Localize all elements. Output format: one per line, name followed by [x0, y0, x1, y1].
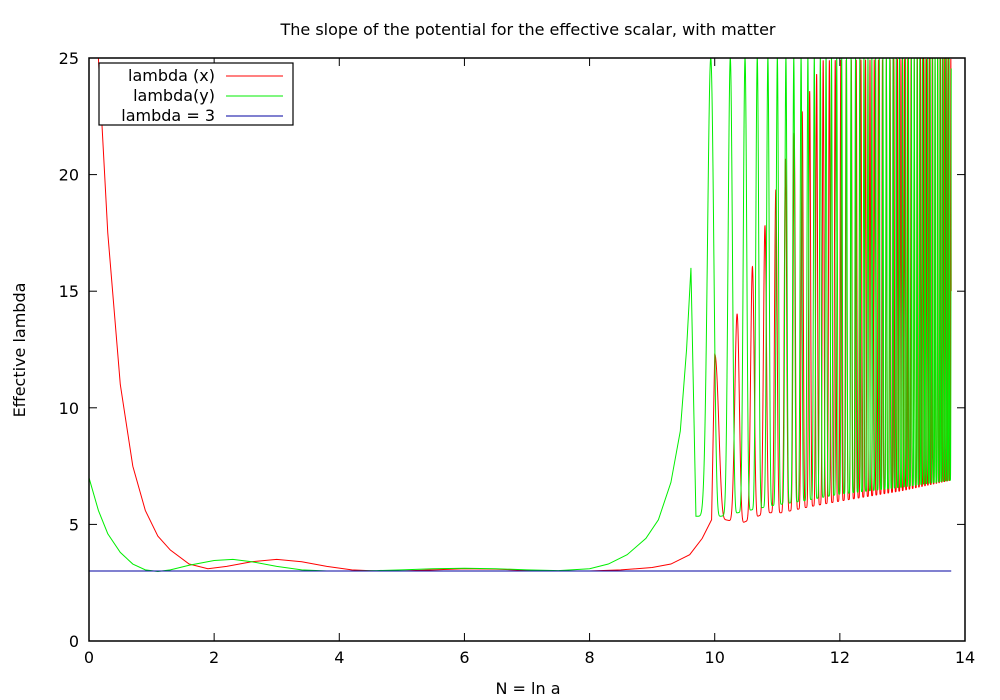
- y-tick-label: 15: [59, 282, 79, 301]
- legend: lambda (x)lambda(y)lambda = 3: [98, 62, 294, 126]
- plot-area: [89, 58, 952, 573]
- x-tick-label: 4: [334, 648, 344, 667]
- y-tick-label: 10: [59, 399, 79, 418]
- y-axis-label: Effective lambda: [10, 283, 29, 418]
- x-tick-label: 10: [705, 648, 725, 667]
- chart-title: The slope of the potential for the effec…: [280, 20, 776, 39]
- y-tick-label: 25: [59, 49, 79, 68]
- y-tick-label: 0: [69, 632, 79, 651]
- legend-label: lambda(y): [133, 86, 215, 105]
- x-tick-label: 6: [459, 648, 469, 667]
- x-axis-label: N = ln a: [495, 679, 560, 698]
- plot-frame: [88, 57, 966, 642]
- x-tick-label: 12: [830, 648, 850, 667]
- x-tick-label: 14: [955, 648, 975, 667]
- legend-label: lambda = 3: [121, 106, 215, 125]
- y-tick-label: 5: [69, 515, 79, 534]
- x-tick-label: 8: [584, 648, 594, 667]
- x-tick-label: 0: [84, 648, 94, 667]
- series-line-1: [89, 58, 952, 573]
- legend-box: [98, 62, 294, 126]
- x-tick-label: 2: [209, 648, 219, 667]
- y-tick-label: 20: [59, 166, 79, 185]
- legend-label: lambda (x): [128, 66, 215, 85]
